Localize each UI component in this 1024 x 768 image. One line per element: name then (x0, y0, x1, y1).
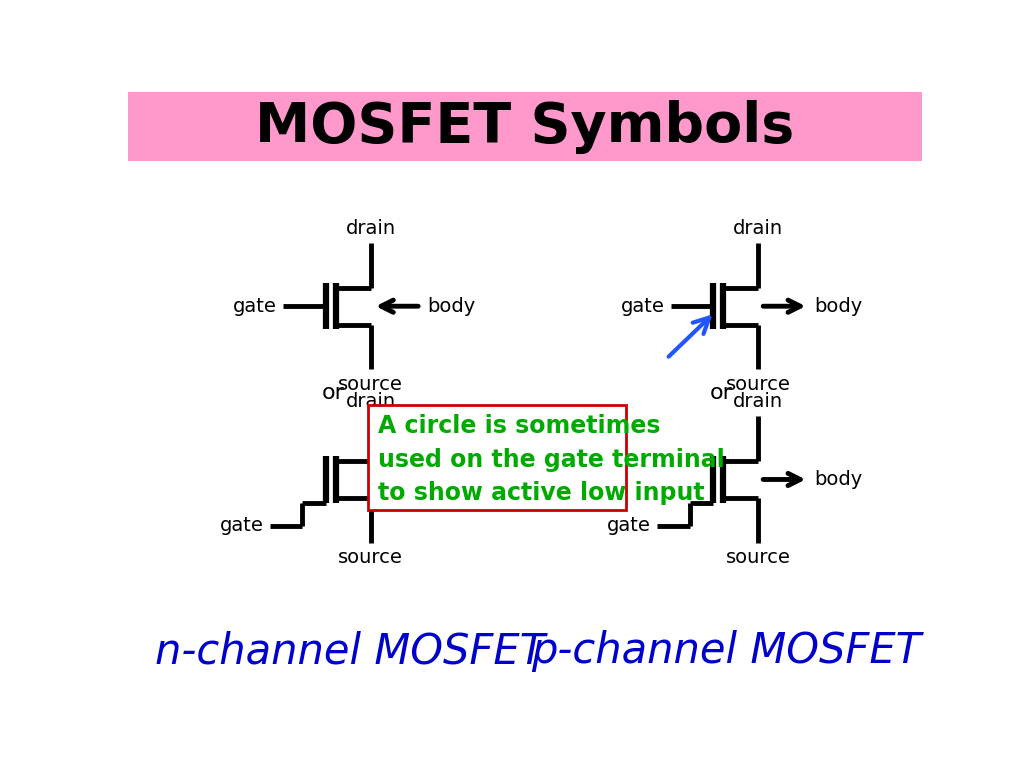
Bar (128, 92, 922, 161)
Text: gate: gate (232, 296, 276, 316)
Text: source: source (726, 375, 791, 394)
Text: body: body (815, 296, 863, 316)
Text: drain: drain (733, 392, 783, 411)
Text: p-channel MOSFET: p-channel MOSFET (531, 631, 921, 672)
Bar (369, 405, 626, 510)
Text: source: source (338, 548, 403, 567)
Text: or: or (710, 382, 732, 403)
Text: body: body (427, 296, 475, 316)
Text: source: source (338, 375, 403, 394)
Text: A circle is sometimes
used on the gate terminal
to show active low input: A circle is sometimes used on the gate t… (378, 414, 724, 505)
Text: body: body (815, 470, 863, 489)
Text: gate: gate (621, 296, 665, 316)
Text: drain: drain (733, 219, 783, 237)
Text: drain: drain (345, 219, 395, 237)
Text: body: body (427, 470, 475, 489)
Text: drain: drain (345, 392, 395, 411)
Text: gate: gate (607, 516, 651, 535)
Text: or: or (322, 382, 345, 403)
Text: n-channel MOSFET: n-channel MOSFET (155, 631, 545, 672)
Text: source: source (726, 548, 791, 567)
Text: gate: gate (220, 516, 263, 535)
Text: MOSFET Symbols: MOSFET Symbols (255, 100, 795, 154)
